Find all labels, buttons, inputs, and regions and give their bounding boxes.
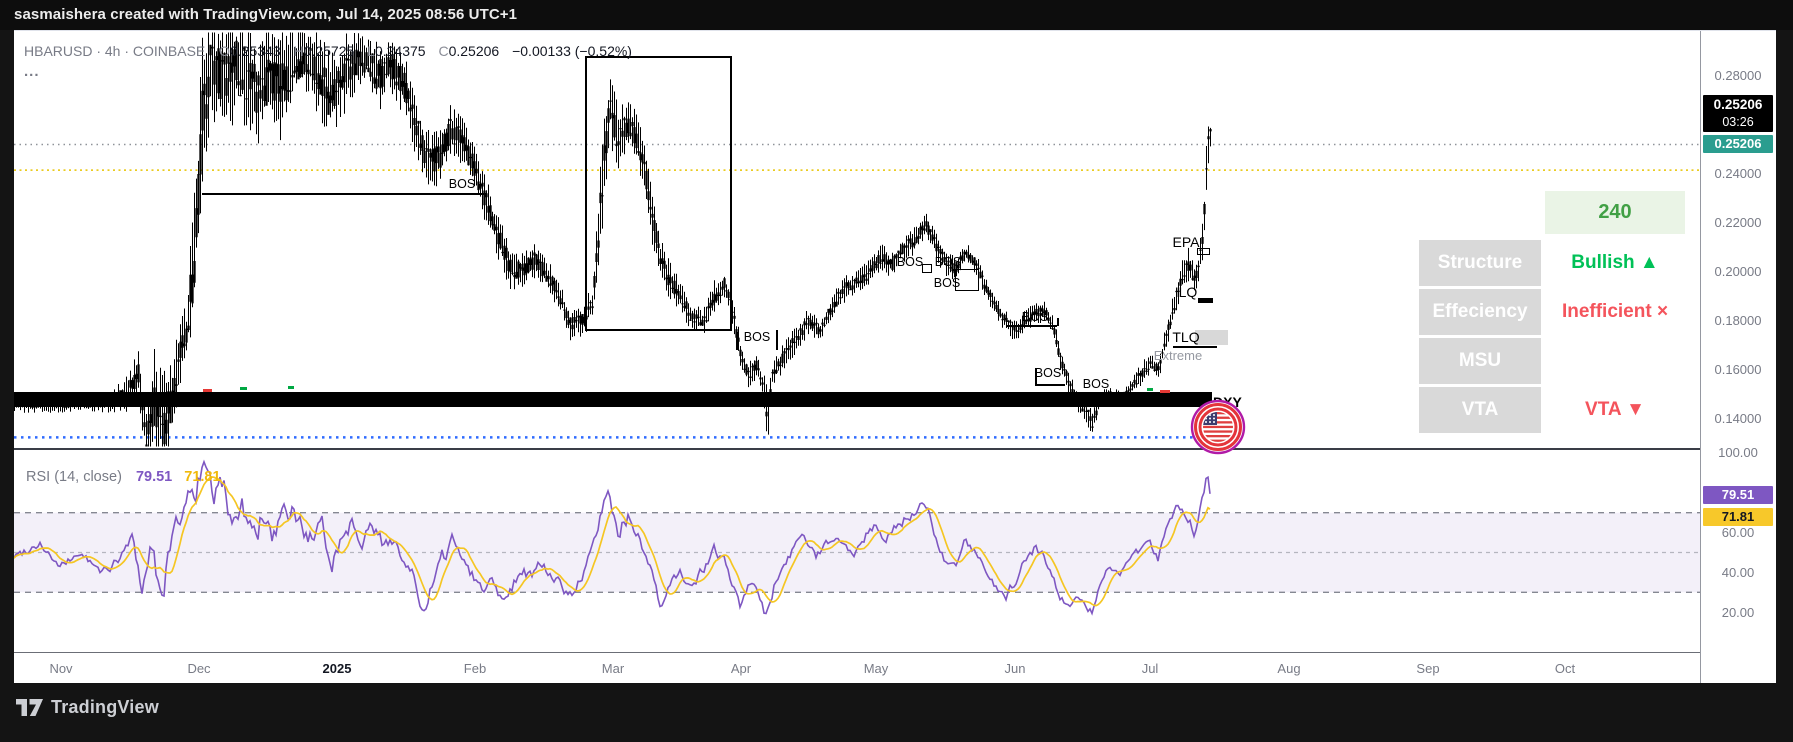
bos-label-8[interactable]: BOS [1082, 377, 1110, 391]
price-tick: 0.22000 [1714, 215, 1762, 230]
timeframe-badge[interactable]: 240 [1545, 191, 1685, 234]
time-tick: Jun [1004, 661, 1026, 676]
high-label: H [293, 43, 304, 59]
rsi-value-badge: 79.51 [1703, 486, 1773, 504]
time-tick: Feb [463, 661, 487, 676]
time-tick: Dec [187, 661, 211, 676]
price-tick: 0.16000 [1714, 362, 1762, 377]
bos-structure-line-6[interactable] [1007, 325, 1057, 327]
close-label: C [438, 43, 449, 59]
msu-button[interactable]: MSU [1419, 338, 1541, 384]
sell-marker [203, 389, 212, 392]
tradingview-logo-text: TradingView [51, 697, 159, 717]
time-tick: Nov [49, 661, 73, 676]
tlq-highlight [1195, 330, 1228, 345]
price-countdown-badge: 0.25206 03:26 [1703, 95, 1773, 132]
rsi-value: 79.51 [135, 469, 173, 485]
buy-marker [240, 387, 247, 390]
vta-value: VTA ▼ [1585, 399, 1645, 420]
bos-label-6[interactable]: BOS [1021, 310, 1049, 324]
bos-tick-6 [1057, 318, 1059, 326]
tlq-label[interactable]: TLQ [1172, 329, 1200, 345]
footer-bar: TradingView [0, 683, 1793, 742]
last-price-badge: 0.25206 [1703, 135, 1773, 153]
ilq-label[interactable]: ILQ [1174, 284, 1198, 300]
open-value: 0.25343 [230, 43, 281, 59]
time-tick: Aug [1277, 661, 1301, 676]
time-tick: Apr [730, 661, 752, 676]
dxy-thick-line[interactable] [14, 392, 1212, 407]
chart-surface[interactable]: HBARUSD · 4h · COINBASE O0.25343 H0.2572… [14, 30, 1776, 684]
price-tick: 0.20000 [1714, 264, 1762, 279]
order-block-box-2[interactable] [955, 269, 979, 291]
time-tick: May [863, 661, 889, 676]
pane-divider[interactable] [14, 448, 1776, 450]
attribution-text: sasmaishera created with TradingView.com… [14, 6, 518, 23]
bos-label-4[interactable]: BOS [934, 255, 962, 269]
epa-label[interactable]: EPA [1172, 234, 1200, 250]
change-value: −0.00133 (−0.52%) [512, 43, 632, 59]
time-tick: 2025 [322, 661, 352, 676]
bos-structure-line-1[interactable] [202, 193, 487, 195]
bos-label-3[interactable]: BOS [896, 255, 924, 269]
countdown-price: 0.25206 [1713, 97, 1763, 112]
bos-label-7[interactable]: BOS [1034, 366, 1062, 380]
sell-marker [1160, 390, 1170, 393]
symbol-legend[interactable]: HBARUSD · 4h · COINBASE O0.25343 H0.2572… [24, 43, 632, 59]
high-value: 0.25725 [303, 43, 355, 59]
vta-button[interactable]: VTA [1419, 387, 1541, 433]
rsi-ma-value: 71.81 [184, 469, 221, 485]
price-tick: 0.14000 [1714, 411, 1762, 426]
bos-label-1[interactable]: BOS [448, 177, 476, 191]
extreme-label[interactable]: Extreme [1153, 348, 1203, 363]
rsi-ma-value-badge: 71.81 [1703, 508, 1773, 526]
low-label: L [367, 43, 375, 59]
buy-marker [1147, 388, 1153, 391]
open-label: O [219, 43, 231, 59]
bos-structure-line-7[interactable] [1035, 384, 1065, 386]
effeciency-value: Inefficient × [1561, 301, 1669, 322]
rsi-tick: 100.00 [1718, 445, 1758, 460]
effeciency-button[interactable]: Effeciency [1419, 289, 1541, 335]
low-value: 0.24375 [374, 43, 426, 59]
legend-more-ellipsis[interactable]: ... [24, 63, 40, 80]
time-tick: Jul [1141, 661, 1159, 676]
bos-tick-left-2 [736, 332, 738, 350]
time-tick: Oct [1554, 661, 1576, 676]
rsi-tick: 40.00 [1721, 565, 1755, 580]
bos-tick-right-2 [776, 330, 778, 350]
bos-tick-7 [1035, 368, 1037, 385]
rsi-pane[interactable] [14, 448, 1700, 652]
tradingview-logo[interactable]: TradingView [16, 697, 159, 718]
price-tick: 0.28000 [1714, 68, 1762, 83]
countdown-timer: 03:26 [1722, 115, 1754, 129]
time-tick: Mar [601, 661, 625, 676]
range-box-march[interactable] [585, 56, 732, 331]
epa-box[interactable] [1197, 248, 1210, 255]
structure-button[interactable]: Structure [1419, 240, 1541, 286]
tlq-underline [1173, 346, 1217, 348]
rsi-tick: 20.00 [1721, 605, 1755, 620]
usa-flag-icon[interactable] [1190, 399, 1246, 455]
symbol-title[interactable]: HBARUSD · 4h · COINBASE [24, 43, 206, 59]
bos-label-5[interactable]: BOS [933, 276, 961, 290]
rsi-legend[interactable]: RSI (14, close) 79.51 71.81 [26, 469, 221, 485]
order-block-box-1[interactable] [922, 264, 932, 273]
rsi-tick: 60.00 [1721, 525, 1755, 540]
price-tick: 0.24000 [1714, 166, 1762, 181]
time-axis-line [14, 652, 1776, 653]
buy-marker [288, 386, 294, 389]
ilq-level-bar[interactable] [1198, 298, 1213, 303]
rsi-title[interactable]: RSI (14, close) [26, 469, 122, 485]
price-tick: 0.18000 [1714, 313, 1762, 328]
bos-label-2[interactable]: BOS [743, 330, 771, 344]
attribution-bar: sasmaishera created with TradingView.com… [0, 0, 1793, 30]
close-value: 0.25206 [448, 43, 500, 59]
structure-value: Bullish ▲ [1571, 252, 1659, 273]
time-tick: Sep [1416, 661, 1440, 676]
tradingview-logo-icon [16, 699, 43, 716]
